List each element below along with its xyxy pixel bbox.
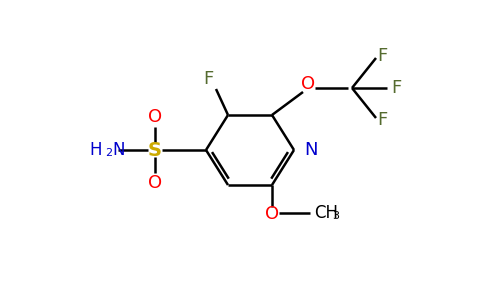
Text: 3: 3	[332, 211, 339, 221]
Text: CH: CH	[314, 204, 338, 222]
Text: S: S	[148, 140, 162, 160]
Text: N: N	[112, 141, 124, 159]
Text: F: F	[391, 79, 401, 97]
Text: O: O	[148, 108, 162, 126]
Text: F: F	[377, 111, 387, 129]
Text: N: N	[304, 141, 318, 159]
Text: F: F	[203, 70, 213, 88]
Text: H: H	[90, 141, 102, 159]
Text: F: F	[377, 47, 387, 65]
Text: O: O	[301, 75, 315, 93]
Text: O: O	[265, 205, 279, 223]
Text: 2: 2	[105, 148, 112, 158]
Text: O: O	[148, 174, 162, 192]
